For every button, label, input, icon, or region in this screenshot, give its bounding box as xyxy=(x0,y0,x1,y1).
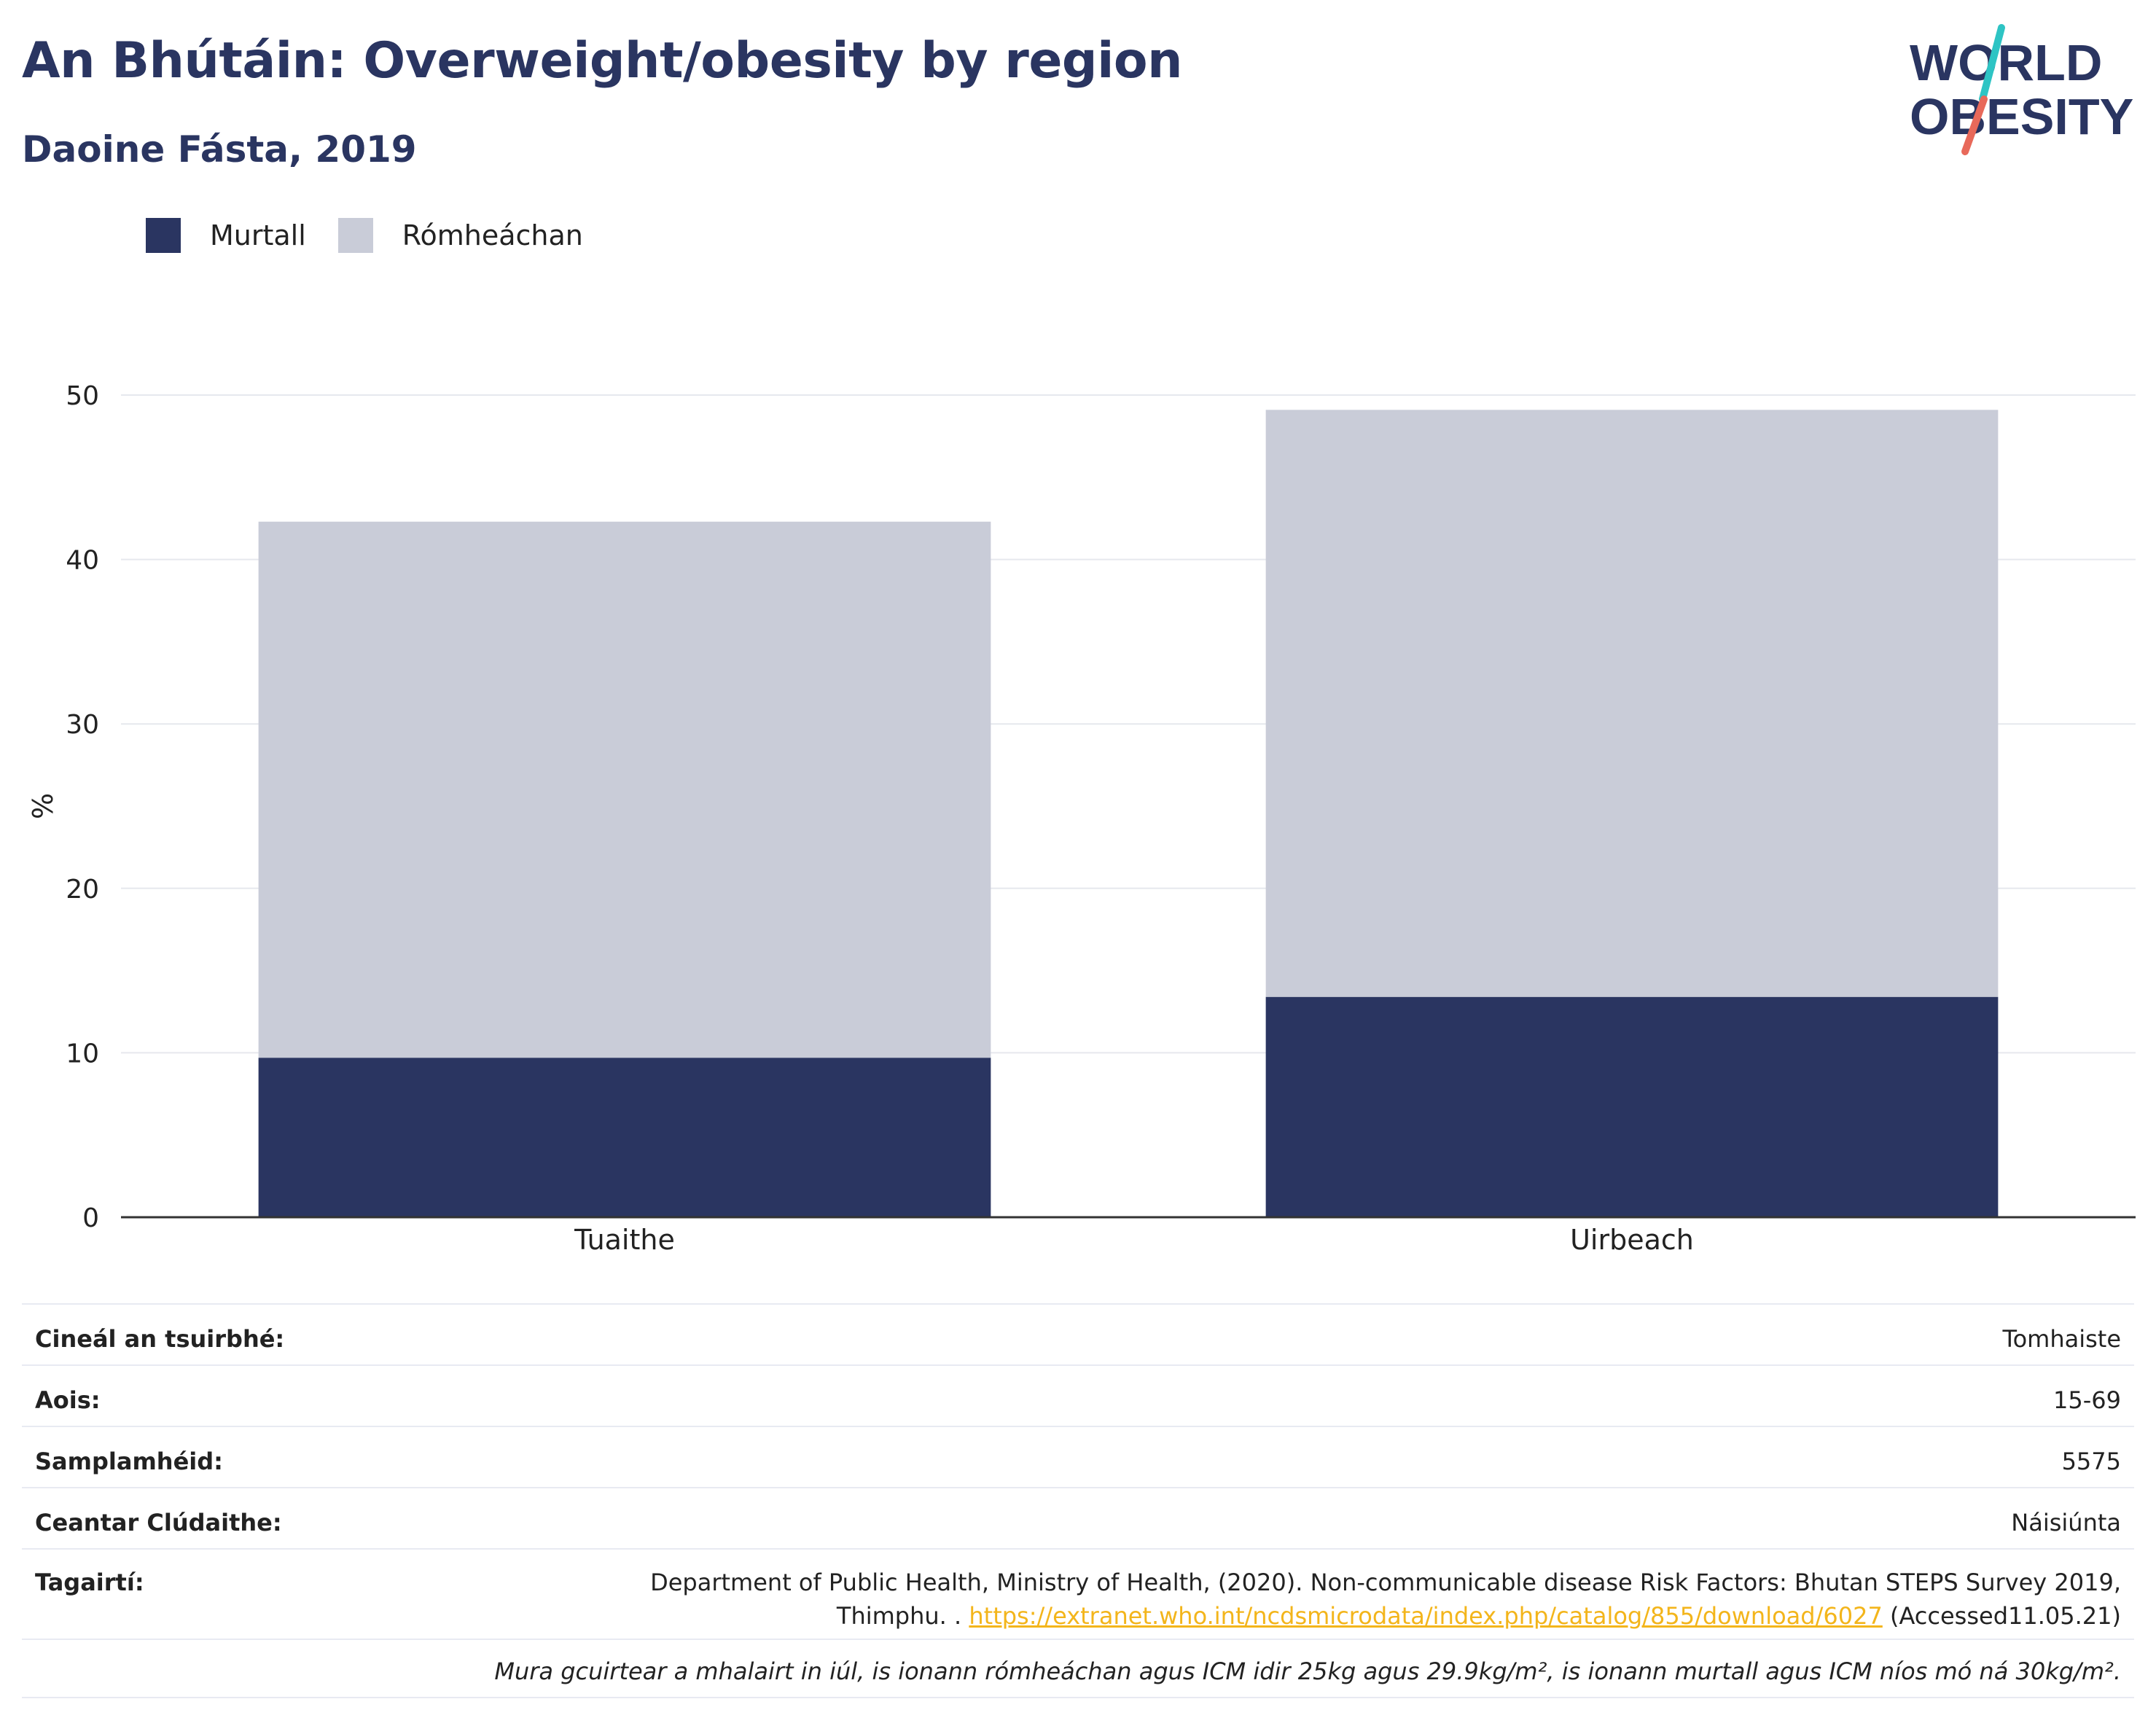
bar-romheachan-1 xyxy=(1265,410,1999,997)
y-axis-title: % xyxy=(27,793,59,819)
info-row-references: Tagairtí: Department of Public Health, M… xyxy=(22,1548,2134,1639)
references-line-2-suffix: (Accessed11.05.21) xyxy=(1882,1602,2121,1630)
logo-text-world: WORLD xyxy=(1910,34,2102,91)
age-label: Aois: xyxy=(35,1386,101,1414)
info-row-age: Aois: 15-69 xyxy=(22,1364,2134,1426)
x-tick-label: Uirbeach xyxy=(1570,1224,1694,1256)
legend-item-murtall[interactable]: Murtall xyxy=(146,218,306,253)
y-tick-label: 30 xyxy=(66,710,99,740)
references-line-1: Department of Public Health, Ministry of… xyxy=(650,1569,2121,1596)
references-value: Department of Public Health, Ministry of… xyxy=(650,1566,2121,1633)
x-tick-label: Tuaithe xyxy=(574,1224,675,1256)
y-tick-label: 50 xyxy=(66,381,99,411)
page-subtitle: Daoine Fásta, 2019 xyxy=(22,128,417,171)
survey-type-value: Tomhaiste xyxy=(2002,1325,2121,1353)
bar-murtall-0 xyxy=(258,1058,991,1217)
logo-slash-top xyxy=(1979,24,2005,103)
info-row-sample-size: Samplamhéid: 5575 xyxy=(22,1426,2134,1487)
logo-text-obesity: OBESITY xyxy=(1910,88,2133,145)
sample-size-value: 5575 xyxy=(2061,1448,2121,1475)
legend-swatch-romheachan xyxy=(337,218,373,253)
legend-label-romheachan: Rómheáchan xyxy=(402,219,583,251)
logo-slash-bottom xyxy=(1961,95,1988,155)
survey-info-table: Cineál an tsuirbhé: Tomhaiste Aois: 15-6… xyxy=(22,1303,2134,1698)
reference-link[interactable]: https://extranet.who.int/ncdsmicrodata/i… xyxy=(969,1602,1883,1630)
world-obesity-logo: WORLD OBESITY xyxy=(1910,24,2133,155)
references-label: Tagairtí: xyxy=(35,1569,144,1596)
legend-item-romheachan[interactable]: Rómheáchan xyxy=(337,218,583,253)
area-label: Ceantar Clúdaithe: xyxy=(35,1509,282,1536)
bar-murtall-1 xyxy=(1265,996,1999,1217)
info-row-survey-type: Cineál an tsuirbhé: Tomhaiste xyxy=(22,1303,2134,1364)
chart-legend: Murtall Rómheáchan xyxy=(146,217,615,254)
y-tick-label: 40 xyxy=(66,546,99,576)
definition-note: Mura gcuirtear a mhalairt in iúl, is ion… xyxy=(22,1639,2134,1698)
stacked-bar-chart: 0 10 20 30 40 50% Tuaithe Uirbeach xyxy=(27,381,2136,1256)
bar-romheachan-0 xyxy=(258,521,991,1058)
info-row-area: Ceantar Clúdaithe: Náisiúnta xyxy=(22,1487,2134,1548)
references-line-2-prefix: Thimphu. . xyxy=(836,1602,969,1630)
area-value: Náisiúnta xyxy=(2011,1509,2121,1536)
y-tick-label: 10 xyxy=(66,1039,99,1069)
y-tick-label: 20 xyxy=(66,875,99,905)
legend-label-murtall: Murtall xyxy=(210,219,306,251)
y-tick-label: 0 xyxy=(82,1203,99,1233)
sample-size-label: Samplamhéid: xyxy=(35,1448,223,1475)
page-title: An Bhútáin: Overweight/obesity by region xyxy=(22,32,1183,90)
legend-swatch-murtall xyxy=(146,218,181,253)
survey-type-label: Cineál an tsuirbhé: xyxy=(35,1325,285,1353)
age-value: 15-69 xyxy=(2053,1386,2121,1414)
